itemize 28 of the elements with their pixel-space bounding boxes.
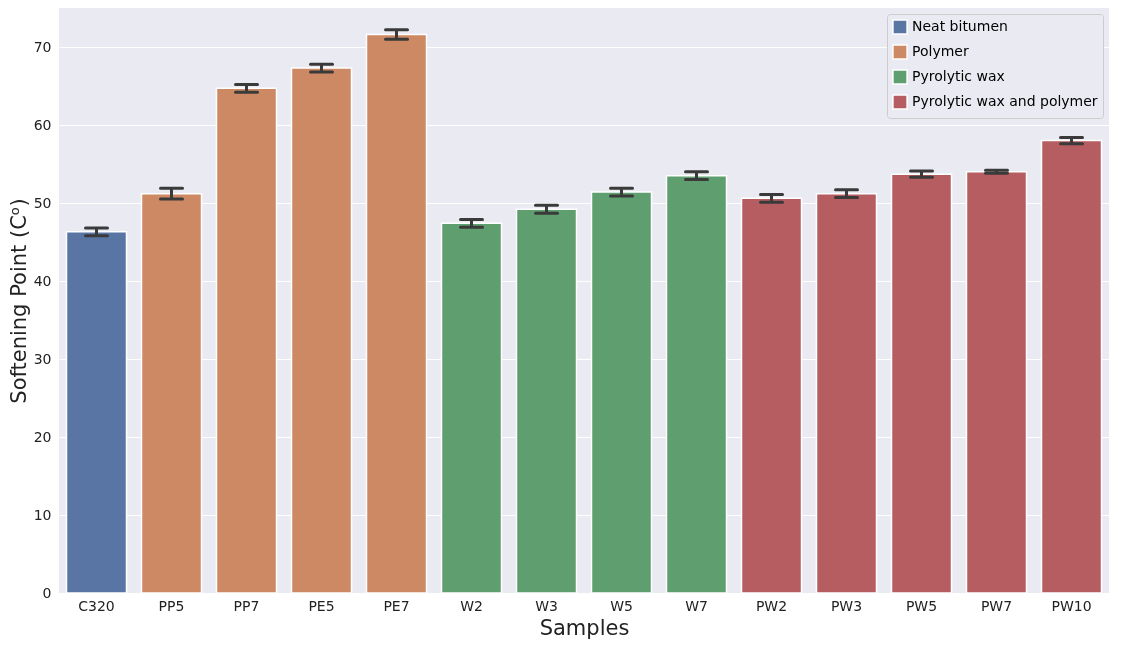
x-tick-label: C320 xyxy=(78,597,115,614)
y-tick-label: 40 xyxy=(33,272,52,289)
x-tick-label: W3 xyxy=(535,597,558,614)
x-tick-label: W2 xyxy=(460,597,483,614)
x-tick-label: PW5 xyxy=(905,597,938,614)
x-axis-title: Samples xyxy=(539,615,630,640)
y-tick-label: 50 xyxy=(33,194,52,211)
legend-label: Pyrolytic wax and polymer xyxy=(912,93,1098,109)
y-tick-label: 60 xyxy=(33,116,52,133)
y-axis-title: Softening Point (Cᵒ) xyxy=(6,198,31,404)
x-tick-label: PP7 xyxy=(233,597,260,614)
y-tick-label: 10 xyxy=(33,506,52,523)
y-tick-label: 30 xyxy=(33,350,52,367)
legend-label: Neat bitumen xyxy=(912,18,1008,34)
x-tick-label: PW2 xyxy=(755,597,788,614)
x-tick-label: W7 xyxy=(685,597,708,614)
x-tick-label: PW7 xyxy=(980,597,1013,614)
x-tick-label: W5 xyxy=(610,597,633,614)
x-tick-label: PE7 xyxy=(383,597,410,614)
y-tick-label: 70 xyxy=(33,38,52,55)
x-tick-label: PP5 xyxy=(158,597,185,614)
x-tick-label: PW10 xyxy=(1051,597,1092,614)
legend-label: Pyrolytic wax xyxy=(912,68,1005,84)
x-tick-label: PW3 xyxy=(830,597,863,614)
x-tick-label: PE5 xyxy=(308,597,335,614)
y-tick-label: 20 xyxy=(33,428,52,445)
legend-label: Polymer xyxy=(912,43,969,59)
y-tick-label: 0 xyxy=(42,584,52,601)
